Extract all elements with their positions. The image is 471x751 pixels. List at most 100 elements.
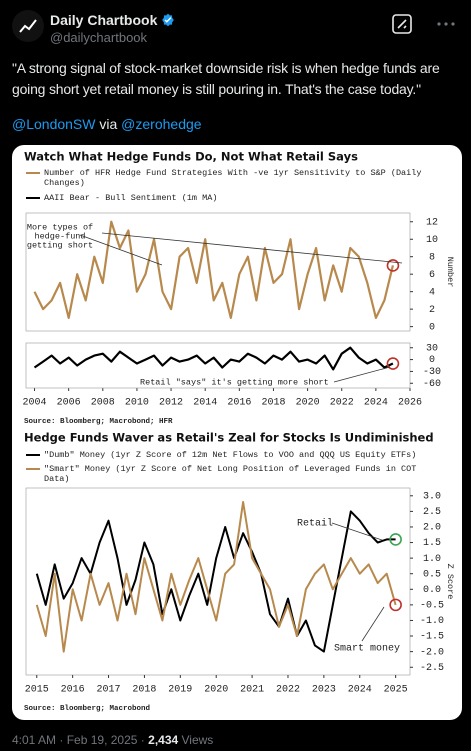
series-line [35, 510, 396, 653]
mentions: @LondonSW via @zerohedge [12, 116, 202, 132]
x-tick-label: 2022 [330, 398, 354, 409]
x-tick-label: 2020 [296, 398, 320, 409]
highlight-circle [386, 259, 400, 272]
x-tick-label: 2018 [261, 398, 285, 409]
x-tick-label: 2008 [91, 398, 115, 409]
tweet-text: "A strong signal of stock-market downsid… [12, 60, 440, 97]
views-count: 2,434 [148, 733, 179, 747]
annotation: getting short [27, 240, 93, 250]
x-tick-label: 2023 [312, 685, 336, 696]
x-tick-label: 2024 [348, 685, 372, 696]
x-tick-label: 2017 [97, 685, 121, 696]
y2-tick-label: -30 [423, 367, 441, 378]
y-tick-label: 8 [429, 252, 435, 263]
annotation: More types of [27, 222, 93, 232]
name-text[interactable]: Daily Chartbook [50, 12, 158, 28]
avatar[interactable] [12, 10, 44, 42]
chart-image[interactable]: Watch What Hedge Funds Do, Not What Reta… [12, 145, 462, 720]
y-axis-label: Z Score [445, 564, 455, 600]
date: Feb 19, 2025 [66, 733, 138, 747]
legend-text: "Smart" Money (1yr Z Score of Net Long P… [44, 464, 417, 484]
more-button[interactable] [436, 20, 456, 28]
y-tick-label: 4 [429, 287, 435, 298]
chart-title: Hedge Funds Waver as Retail's Zeal for S… [24, 431, 434, 445]
y-tick-label: -0.5 [420, 601, 444, 612]
legend-entry: "Smart" Money (1yr Z Score of Net Long P… [44, 464, 417, 484]
y-tick-label: -1.0 [420, 616, 444, 627]
y-axis-label: Number [445, 257, 455, 288]
mention[interactable]: @LondonSW [12, 116, 96, 132]
annotation-line [331, 522, 383, 541]
y-tick-label: 1.0 [423, 554, 441, 565]
x-tick-label: 2012 [159, 398, 183, 409]
x-tick-label: 2010 [125, 398, 149, 409]
x-tick-label: 2014 [193, 398, 217, 409]
via: via [99, 116, 118, 132]
y2-tick-label: 0 [429, 355, 435, 366]
chart-title: Watch What Hedge Funds Do, Not What Reta… [24, 150, 358, 164]
separator: · [59, 733, 64, 747]
y-tick-label: 0 [429, 322, 435, 333]
x-tick-label: 2020 [204, 685, 228, 696]
x-tick-label: 2024 [364, 398, 388, 409]
mention[interactable]: @zerohedge [121, 116, 202, 132]
y-tick-label: -2.0 [420, 647, 444, 658]
y-tick-label: 12 [426, 217, 438, 228]
handle[interactable]: @dailychartbook [50, 30, 148, 45]
x-tick-label: 2022 [276, 685, 300, 696]
display-name[interactable]: Daily Chartbook [50, 12, 175, 28]
x-tick-label: 2019 [168, 685, 192, 696]
legend-text: AAII Bear - Bull Sentiment (1m MA) [44, 193, 218, 203]
y-tick-label: 2.0 [423, 523, 441, 534]
annotation: Smart money [334, 644, 400, 655]
y-tick-label: -2.5 [420, 663, 444, 674]
legend-entry: AAII Bear - Bull Sentiment (1m MA) [44, 193, 218, 203]
annotation-line [79, 234, 163, 266]
y2-tick-label: 30 [426, 343, 438, 354]
y-tick-label: 10 [426, 235, 438, 246]
annotation: Retail "says" it's getting more short [140, 377, 329, 387]
y-tick-label: 2.5 [423, 507, 441, 518]
annotation: Retail [297, 518, 333, 530]
x-tick-label: 2004 [23, 398, 47, 409]
grok-icon[interactable] [392, 14, 412, 34]
y-tick-label: 3.0 [423, 491, 441, 502]
plot-frame [25, 342, 411, 389]
annotation: hedge-fund [34, 231, 85, 241]
views-label: Views [181, 733, 214, 747]
tweet-meta: 4:01 AM · Feb 19, 2025 · 2,434 Views [12, 733, 213, 747]
series-line [33, 220, 394, 319]
annotation-line [361, 606, 385, 642]
x-tick-label: 2021 [240, 685, 264, 696]
highlight-circle [386, 357, 400, 370]
charts: Watch What Hedge Funds Do, Not What Reta… [23, 150, 455, 713]
y-tick-label: -1.5 [420, 632, 444, 643]
x-tick-label: 2006 [57, 398, 81, 409]
time: 4:01 AM [12, 733, 57, 747]
x-tick-label: 2018 [132, 685, 156, 696]
x-tick-label: 2016 [61, 685, 85, 696]
plot-frame [25, 487, 411, 676]
verified-badge [162, 13, 175, 27]
annotation-line [333, 366, 391, 383]
y-tick-label: 0.5 [423, 569, 441, 580]
x-tick-label: 2016 [227, 398, 251, 409]
source: Source: Bloomberg; Macrobond; HFR [24, 418, 173, 426]
y-tick-label: 0.0 [423, 585, 441, 596]
y-tick-label: 2 [429, 305, 435, 316]
x-tick-label: 2015 [25, 685, 49, 696]
separator: · [140, 733, 145, 747]
annotation-line [101, 232, 403, 264]
x-tick-label: 2026 [398, 398, 422, 409]
series-line [35, 501, 397, 653]
source: Source: Bloomberg; Macrobond [24, 705, 150, 713]
x-tick-label: 2025 [384, 685, 408, 696]
legend-text: "Dumb" Money (1yr Z Score of 12m Net Flo… [44, 450, 417, 460]
highlight-circle [389, 598, 402, 612]
legend-text: Number of HFR Hedge Fund Strategies With… [44, 168, 422, 188]
series-line [33, 346, 394, 371]
plot-frame [25, 212, 411, 332]
legend-entry: "Dumb" Money (1yr Z Score of 12m Net Flo… [44, 450, 417, 460]
legend-entry: Number of HFR Hedge Fund Strategies With… [44, 168, 422, 188]
